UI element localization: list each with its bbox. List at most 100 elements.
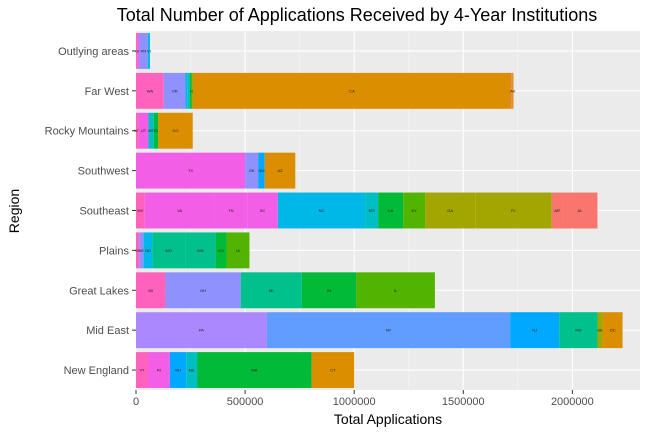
y-tick-label: Great Lakes bbox=[69, 285, 129, 297]
bar-segment bbox=[148, 112, 154, 149]
segment-label: DC bbox=[610, 328, 616, 333]
segment-label: WY bbox=[134, 128, 141, 133]
bar-segment bbox=[185, 72, 188, 109]
segment-label: SC bbox=[260, 208, 266, 213]
x-tick-label: 0 bbox=[133, 396, 139, 408]
bar-segment bbox=[186, 352, 198, 389]
x-tick-label: 1000000 bbox=[333, 396, 376, 408]
bar-segment bbox=[136, 112, 139, 149]
segment-label: OR bbox=[172, 88, 178, 93]
bar-segment bbox=[378, 192, 404, 229]
bars-layer: GU PR VI WA OR HI CA AK WY UT MT ID CO TX OK NM AZ WV VA TN… bbox=[134, 32, 623, 389]
segment-label: WV bbox=[137, 208, 144, 213]
bar-segment bbox=[158, 112, 193, 149]
segment-label: KY bbox=[412, 208, 418, 213]
segment-label: AR bbox=[554, 208, 560, 213]
bar-segment bbox=[139, 32, 148, 69]
bar-segment bbox=[136, 272, 166, 309]
chart-title: Total Number of Applications Received by… bbox=[117, 5, 598, 25]
segment-label: VI bbox=[147, 48, 151, 53]
bar-segment bbox=[165, 272, 241, 309]
bar-segment bbox=[138, 112, 149, 149]
segment-label: GU bbox=[135, 48, 141, 53]
bar-segment bbox=[147, 32, 150, 69]
bar-segment bbox=[301, 272, 357, 309]
bar-segment bbox=[247, 192, 278, 229]
bar-segment bbox=[551, 192, 563, 229]
segment-label: RI bbox=[157, 368, 161, 373]
bar-segment bbox=[152, 232, 186, 269]
segment-label: MS bbox=[369, 208, 375, 213]
bar-segment bbox=[264, 152, 296, 189]
x-axis-title: Total Applications bbox=[334, 411, 442, 427]
bar-segment bbox=[148, 352, 170, 389]
segment-label: ND bbox=[145, 248, 151, 253]
bar-segment bbox=[139, 232, 144, 269]
bar-segment bbox=[137, 32, 140, 69]
bar-segment bbox=[245, 152, 259, 189]
segment-label: UT bbox=[141, 128, 147, 133]
segment-label: NC bbox=[319, 208, 325, 213]
bar-segment bbox=[215, 232, 227, 269]
bar-segment bbox=[511, 72, 513, 109]
segment-label: MT bbox=[148, 128, 154, 133]
y-tick-label: Rocky Mountains bbox=[45, 126, 130, 138]
bar-segment bbox=[136, 192, 145, 229]
segment-label: HI bbox=[190, 88, 194, 93]
segment-label: VA bbox=[177, 208, 182, 213]
bar-segment bbox=[311, 352, 355, 389]
segment-label: IA bbox=[236, 248, 240, 253]
bar-segment bbox=[163, 72, 186, 109]
bar-segment bbox=[169, 352, 187, 389]
bar-segment bbox=[512, 72, 514, 109]
bar-segment bbox=[602, 312, 623, 349]
segment-label: ME bbox=[189, 368, 195, 373]
bar-segment bbox=[136, 152, 246, 189]
bar-segment bbox=[192, 72, 512, 109]
segment-label: SD bbox=[135, 248, 141, 253]
x-axis-ticks: 0 500000 1000000 1500000 2000000 bbox=[133, 390, 594, 408]
bar-segment bbox=[277, 192, 366, 229]
segment-label: VT bbox=[139, 368, 145, 373]
segment-label: CT bbox=[330, 368, 336, 373]
x-tick-label: 2000000 bbox=[551, 396, 594, 408]
segment-label: AL bbox=[578, 208, 584, 213]
bar-segment bbox=[475, 192, 552, 229]
bar-segment bbox=[240, 272, 302, 309]
segment-label: AK bbox=[510, 88, 516, 93]
bar-segment bbox=[189, 72, 191, 109]
segment-label: TX bbox=[188, 168, 193, 173]
segment-label: LA bbox=[388, 208, 393, 213]
bar-segment bbox=[136, 232, 140, 269]
segment-label: WA bbox=[147, 88, 154, 93]
segment-label: ID bbox=[154, 128, 158, 133]
segment-label: MN bbox=[197, 248, 203, 253]
y-tick-label: Plains bbox=[99, 245, 129, 257]
segment-label: NY bbox=[386, 328, 392, 333]
segment-label: AZ bbox=[277, 168, 283, 173]
segment-label: NJ bbox=[532, 328, 537, 333]
bar-segment bbox=[153, 112, 159, 149]
y-tick-label: Southeast bbox=[79, 206, 129, 218]
bar-segment bbox=[136, 352, 148, 389]
segment-label: PA bbox=[199, 328, 204, 333]
segment-label: PR bbox=[141, 48, 147, 53]
y-tick-label: Mid East bbox=[86, 325, 129, 337]
y-tick-label: New England bbox=[64, 365, 129, 377]
segment-label: OK bbox=[249, 168, 255, 173]
bar-segment bbox=[562, 192, 598, 229]
bar-segment bbox=[425, 192, 476, 229]
bar-segment bbox=[144, 192, 215, 229]
segment-label: FL bbox=[511, 208, 516, 213]
bar-segment bbox=[258, 152, 265, 189]
bar-segment bbox=[214, 192, 248, 229]
y-tick-label: Outlying areas bbox=[58, 46, 129, 58]
x-tick-label: 1500000 bbox=[442, 396, 485, 408]
segment-label: DE bbox=[597, 328, 603, 333]
x-tick-label: 500000 bbox=[227, 396, 264, 408]
y-tick-label: Southwest bbox=[78, 166, 129, 178]
segment-label: CA bbox=[349, 88, 355, 93]
segment-label: MI bbox=[269, 288, 273, 293]
segment-label: OH bbox=[200, 288, 206, 293]
